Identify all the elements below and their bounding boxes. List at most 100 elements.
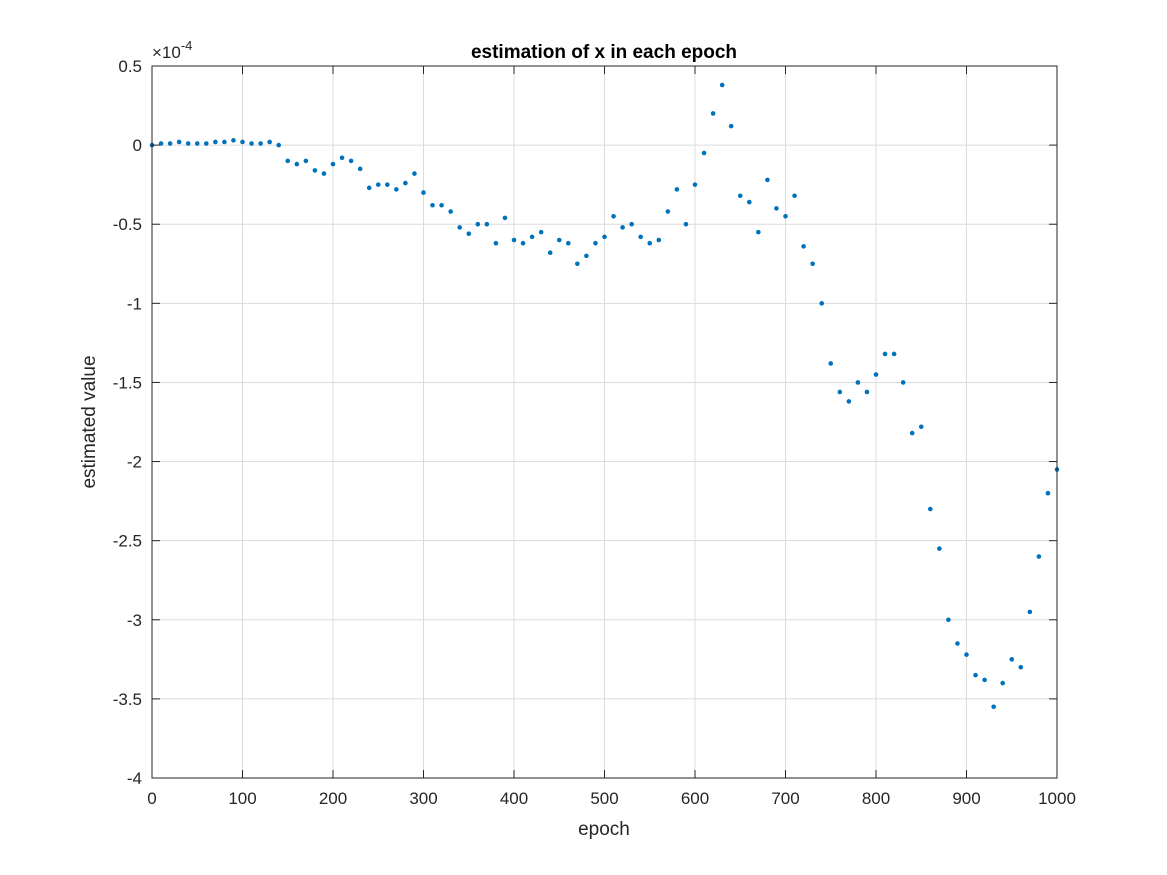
x-tick-label: 600 — [681, 789, 709, 808]
data-point — [1018, 664, 1024, 670]
y-tick-label: -1.5 — [113, 373, 142, 392]
data-point — [855, 380, 861, 385]
data-point — [412, 171, 417, 176]
x-tick-label: 0 — [147, 789, 156, 808]
data-point — [1000, 680, 1005, 686]
data-point — [900, 380, 906, 385]
data-point — [674, 187, 680, 192]
data-point — [394, 187, 399, 192]
data-point — [294, 161, 300, 167]
data-point — [656, 237, 662, 243]
data-point — [194, 141, 200, 146]
data-point — [792, 193, 797, 199]
data-point — [529, 234, 535, 240]
x-tick-label: 100 — [228, 789, 256, 808]
x-axis-label: epoch — [578, 819, 630, 840]
data-point — [276, 142, 282, 148]
data-point — [665, 209, 671, 214]
data-point — [176, 139, 182, 145]
data-point — [918, 424, 924, 430]
data-point — [430, 202, 435, 208]
data-point — [538, 229, 544, 235]
data-point — [937, 546, 942, 551]
y-exponent-power: -4 — [181, 38, 193, 53]
x-tick-label: 700 — [771, 789, 799, 808]
data-point — [864, 389, 870, 395]
data-points — [149, 82, 1060, 710]
x-tick-label: 200 — [319, 789, 347, 808]
data-point — [366, 185, 372, 191]
data-point — [222, 139, 227, 145]
y-tick-label: -3.5 — [113, 690, 142, 709]
data-point — [891, 351, 897, 357]
y-tick-label: -2 — [127, 453, 142, 472]
data-point — [511, 237, 517, 243]
data-point — [466, 231, 472, 237]
x-tick-label: 500 — [590, 789, 618, 808]
data-point — [403, 180, 408, 186]
data-point — [647, 240, 653, 246]
data-point — [339, 155, 345, 161]
data-point — [955, 641, 960, 646]
chart-title: estimation of x in each epoch — [471, 42, 737, 63]
y-tick-label: -1 — [127, 294, 142, 313]
y-tick-label: -4 — [127, 769, 142, 788]
data-point — [575, 261, 580, 267]
data-point — [375, 182, 381, 187]
data-point — [167, 141, 173, 146]
data-point — [493, 240, 499, 246]
data-point — [846, 399, 852, 404]
data-point — [946, 617, 951, 623]
y-exponent-label: ×10-4 — [152, 38, 192, 62]
data-point — [357, 166, 363, 172]
y-tick-label: -3 — [127, 611, 142, 630]
data-point — [457, 225, 463, 230]
data-point — [185, 141, 191, 146]
data-point — [475, 221, 481, 227]
data-point — [765, 177, 770, 183]
data-point — [520, 240, 526, 246]
data-point — [348, 158, 354, 164]
data-point — [774, 206, 779, 211]
data-point — [810, 261, 815, 267]
data-point — [439, 202, 444, 208]
x-tick-label: 300 — [409, 789, 437, 808]
data-point — [267, 139, 272, 145]
data-point — [231, 138, 236, 143]
data-point — [828, 361, 834, 366]
data-point — [991, 704, 996, 710]
data-point — [873, 372, 879, 377]
ticks — [151, 65, 1058, 779]
x-tick-label: 400 — [500, 789, 528, 808]
data-point — [683, 221, 689, 227]
data-point — [421, 190, 426, 195]
data-point — [928, 506, 933, 512]
data-point — [611, 214, 616, 219]
data-point — [837, 389, 843, 395]
data-point — [303, 158, 309, 164]
y-axis-label: estimated value — [79, 355, 100, 488]
y-tick-label: -0.5 — [113, 215, 142, 234]
y-tick-label: 0.5 — [118, 57, 142, 76]
data-point — [593, 240, 598, 246]
data-point — [547, 250, 553, 255]
data-point — [330, 161, 336, 167]
x-tick-label: 1000 — [1038, 789, 1076, 808]
data-point — [728, 123, 734, 129]
data-point — [385, 182, 390, 187]
data-point — [620, 225, 625, 230]
data-point — [584, 253, 589, 259]
y-tick-label: 0 — [133, 136, 142, 155]
data-point — [448, 209, 453, 214]
data-point — [964, 652, 969, 657]
data-point — [909, 430, 915, 436]
data-point — [737, 193, 743, 199]
data-point — [556, 237, 562, 243]
data-point — [249, 141, 254, 146]
data-point — [710, 111, 716, 116]
y-tick-labels: 0.5 0 -0.5 -1 -1.5 -2 -2.5 -3 -3.5 -4 — [113, 57, 142, 788]
data-point — [882, 351, 888, 357]
data-point — [629, 221, 634, 227]
data-point — [801, 244, 806, 249]
